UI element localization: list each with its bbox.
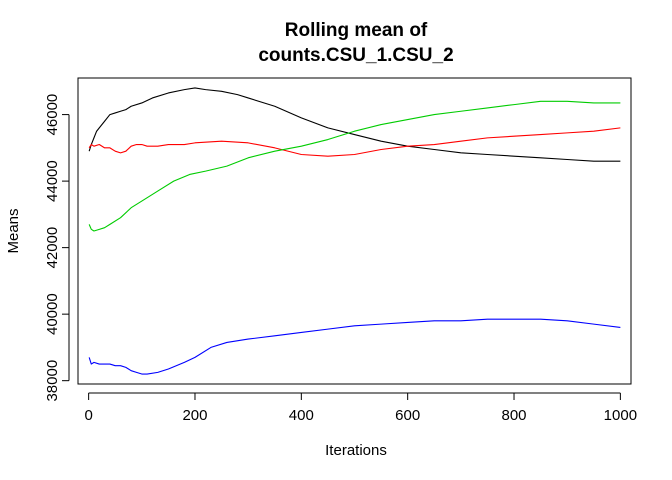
plot-box [77, 77, 632, 385]
x-axis: 0 200 400 600 800 1000 [84, 392, 637, 424]
y-tick-label: 46000 [44, 94, 61, 136]
x-tick-label: 400 [289, 407, 314, 424]
series-line-4 [88, 318, 621, 375]
x-tick-label: 0 [84, 407, 92, 424]
series-line-3 [88, 100, 621, 232]
series-line-2 [88, 127, 621, 157]
x-tick-label: 1000 [604, 407, 637, 424]
y-axis: 38000 40000 42000 44000 46000 [44, 94, 70, 402]
x-tick-label: 200 [182, 407, 207, 424]
x-tick-label: 800 [502, 407, 527, 424]
y-tick-label: 42000 [44, 227, 61, 269]
y-axis-label: Means [5, 208, 22, 253]
series-line-1 [88, 87, 621, 162]
x-axis-label: Iterations [325, 442, 387, 459]
y-tick-label: 38000 [44, 360, 61, 402]
x-tick-label: 600 [395, 407, 420, 424]
chart-title-line-2: counts.CSU_1.CSU_2 [258, 45, 453, 66]
y-tick-label: 40000 [44, 293, 61, 335]
chart-title-line-1: Rolling mean of [285, 20, 428, 41]
series-layer [88, 87, 621, 375]
y-tick-label: 44000 [44, 160, 61, 202]
